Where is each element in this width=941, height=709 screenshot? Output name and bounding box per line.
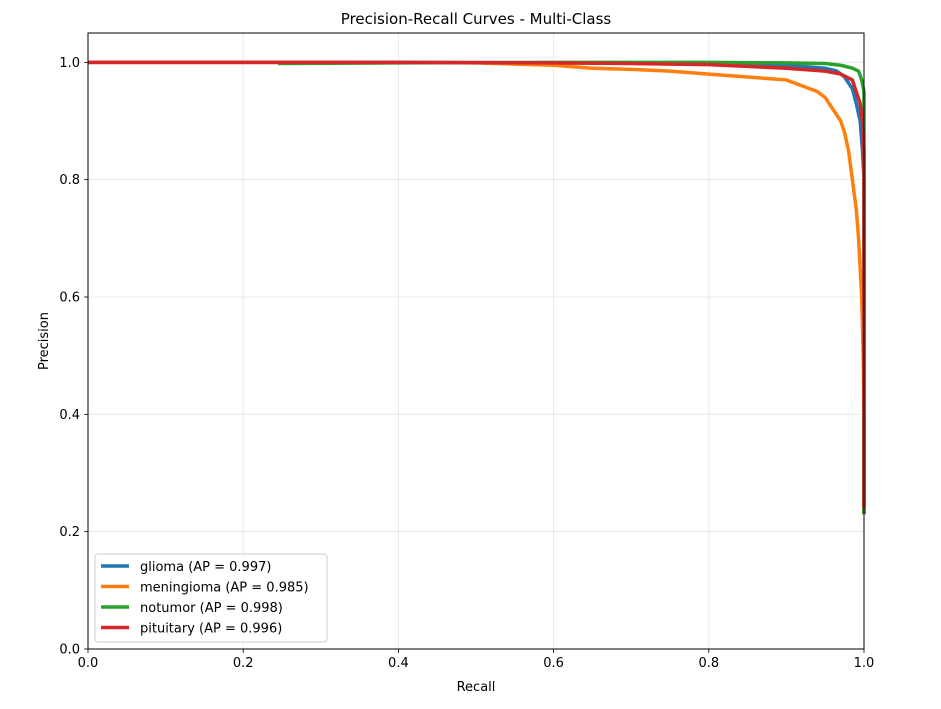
y-tick-label: 0.2 <box>59 525 80 540</box>
chart-title: Precision-Recall Curves - Multi-Class <box>341 10 612 28</box>
x-tick-label: 0.4 <box>388 656 409 671</box>
legend-label-meningioma: meningioma (AP = 0.985) <box>140 581 309 596</box>
legend: glioma (AP = 0.997) meningioma (AP = 0.98… <box>94 553 328 643</box>
x-axis-title: Recall <box>457 680 496 695</box>
x-axis-ticks: 0.0 0.2 0.4 0.6 0.8 1.0 <box>78 649 875 671</box>
y-tick-label: 0.0 <box>59 643 80 658</box>
grid-layer <box>87 33 865 650</box>
y-tick-label: 1.0 <box>59 56 80 71</box>
y-tick-label: 0.6 <box>59 291 80 306</box>
legend-label-pituitary: pituitary (AP = 0.996) <box>140 622 282 637</box>
legend-box <box>94 553 328 643</box>
plot-frame <box>87 32 865 650</box>
series-layer <box>88 60 866 515</box>
series-line-meningioma <box>88 60 866 515</box>
y-tick-label: 0.4 <box>59 408 80 423</box>
x-tick-label: 0.2 <box>233 656 254 671</box>
y-axis-title: Precision <box>37 312 52 370</box>
legend-label-notumor: notumor (AP = 0.998) <box>140 601 283 616</box>
x-tick-label: 0.6 <box>543 656 564 671</box>
series-line-pituitary <box>88 60 866 509</box>
y-tick-label: 0.8 <box>59 173 80 188</box>
x-tick-label: 0.8 <box>698 656 719 671</box>
x-tick-label: 1.0 <box>854 656 875 671</box>
x-tick-label: 0.0 <box>78 656 99 671</box>
legend-label-glioma: glioma (AP = 0.997) <box>140 560 271 575</box>
y-axis-ticks: 0.0 0.2 0.4 0.6 0.8 1.0 <box>59 56 88 658</box>
